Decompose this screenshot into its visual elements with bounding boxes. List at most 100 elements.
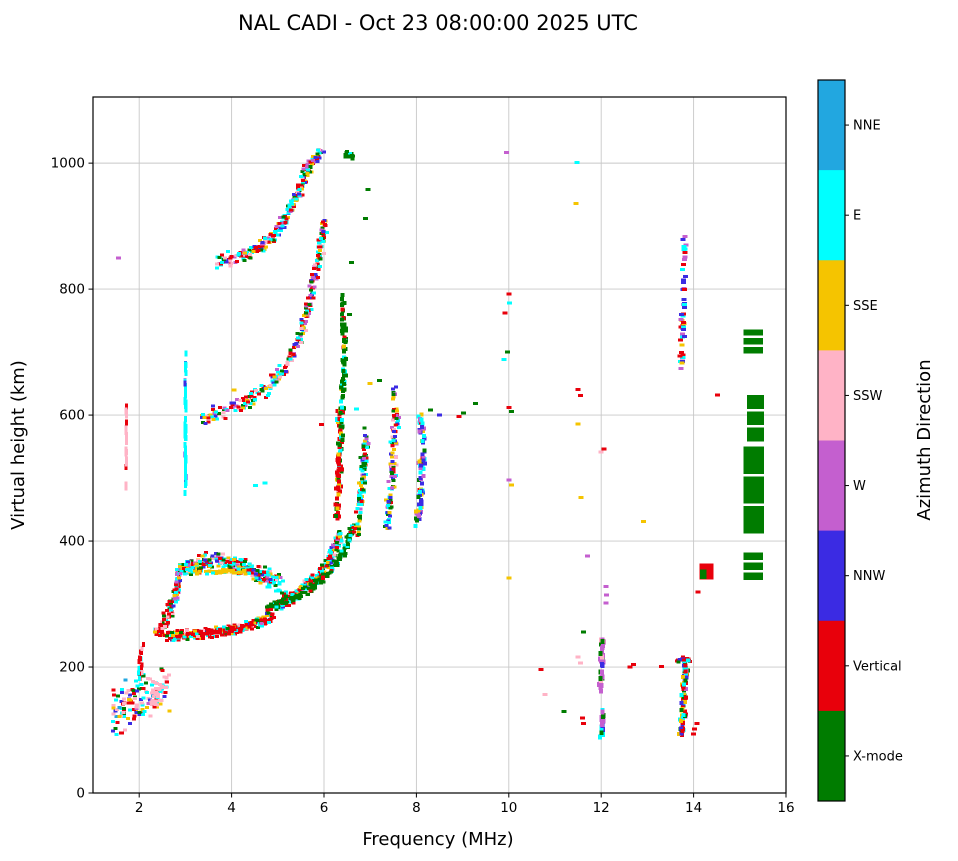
echo-point xyxy=(600,709,605,715)
echo-point xyxy=(168,602,173,606)
echo-point xyxy=(160,631,164,635)
echo-point xyxy=(249,627,254,631)
echo-point xyxy=(356,531,361,535)
echo-point xyxy=(334,564,339,568)
echo-points-layer xyxy=(111,147,764,740)
echo-point xyxy=(237,571,242,575)
colorbar-tick-label-w: W xyxy=(853,479,866,494)
echo-point xyxy=(681,288,687,291)
echo-point xyxy=(223,256,228,260)
echo-point xyxy=(365,188,371,192)
echo-point xyxy=(271,238,276,242)
echo-point xyxy=(680,353,686,357)
echo-point xyxy=(249,623,254,627)
echo-point xyxy=(393,456,398,459)
echo-point xyxy=(152,695,157,699)
echo-point xyxy=(216,552,221,556)
echo-point xyxy=(166,673,171,677)
echo-point xyxy=(298,175,303,179)
echo-point xyxy=(288,357,293,361)
echo-point xyxy=(153,701,158,705)
echo-point xyxy=(340,405,344,410)
echo-point xyxy=(679,332,685,336)
echo-point xyxy=(681,278,686,282)
echo-point xyxy=(679,692,684,697)
echo-point xyxy=(394,409,399,413)
echo-point xyxy=(205,572,210,576)
echo-point xyxy=(198,560,203,564)
echo-point xyxy=(238,557,243,561)
echo-point xyxy=(682,247,688,251)
echo-point xyxy=(598,450,604,454)
echo-point xyxy=(228,264,233,268)
echo-point xyxy=(364,456,369,460)
echo-point xyxy=(294,594,299,598)
echo-point xyxy=(177,579,182,583)
echo-point xyxy=(302,164,307,168)
echo-point xyxy=(309,307,314,311)
echo-point xyxy=(683,669,688,674)
echo-point xyxy=(321,233,326,237)
echo-point xyxy=(249,394,254,398)
echo-point xyxy=(150,691,154,695)
colorbar-tick-label-sse: SSE xyxy=(853,299,878,314)
echo-point xyxy=(600,646,604,652)
echo-point xyxy=(184,568,189,572)
echo-point xyxy=(146,701,151,705)
echo-point xyxy=(249,621,254,625)
echo-point xyxy=(342,337,346,342)
echo-point xyxy=(390,460,395,464)
echo-point xyxy=(214,625,219,629)
echo-point xyxy=(416,508,421,513)
echo-point xyxy=(184,370,188,376)
echo-point xyxy=(393,441,398,445)
echo-point xyxy=(164,622,169,626)
echo-point xyxy=(124,403,128,410)
echo-point xyxy=(342,547,347,551)
echo-point xyxy=(268,580,273,584)
echo-point xyxy=(162,614,167,618)
echo-point xyxy=(236,405,241,409)
echo-point xyxy=(345,545,350,549)
echo-point xyxy=(227,560,232,564)
echo-point xyxy=(308,160,313,164)
echo-point xyxy=(266,620,271,624)
echo-point xyxy=(681,682,686,687)
echo-point xyxy=(294,197,299,201)
echo-point xyxy=(283,602,288,605)
echo-point xyxy=(124,407,128,414)
echo-point xyxy=(309,586,314,590)
echo-point xyxy=(196,554,201,558)
echo-point xyxy=(265,585,270,589)
echo-point xyxy=(421,458,426,463)
echo-point xyxy=(715,393,721,397)
echo-point xyxy=(658,664,664,668)
echo-point xyxy=(201,413,206,417)
echo-point xyxy=(177,576,182,580)
echo-point xyxy=(122,708,127,712)
echo-point xyxy=(303,585,308,589)
echo-point xyxy=(281,215,286,219)
echo-point xyxy=(356,497,361,501)
echo-point xyxy=(273,231,278,235)
echo-point xyxy=(580,716,586,720)
echo-point xyxy=(232,628,237,632)
echo-point xyxy=(685,658,690,662)
echo-point xyxy=(259,569,264,573)
echo-point xyxy=(310,157,315,161)
echo-point xyxy=(681,257,687,261)
echo-point xyxy=(308,165,313,169)
colorbar-segment-nnw xyxy=(818,530,845,622)
echo-point xyxy=(297,588,302,591)
echo-point xyxy=(331,543,336,547)
echo-point xyxy=(184,451,187,458)
echo-point xyxy=(114,733,119,737)
echo-point xyxy=(221,552,225,556)
echo-point xyxy=(575,422,581,426)
echo-point xyxy=(267,392,272,396)
echo-point xyxy=(334,546,339,550)
echo-point xyxy=(364,460,369,463)
echo-point xyxy=(298,341,303,345)
echo-point xyxy=(243,401,247,405)
echo-point xyxy=(316,148,321,152)
